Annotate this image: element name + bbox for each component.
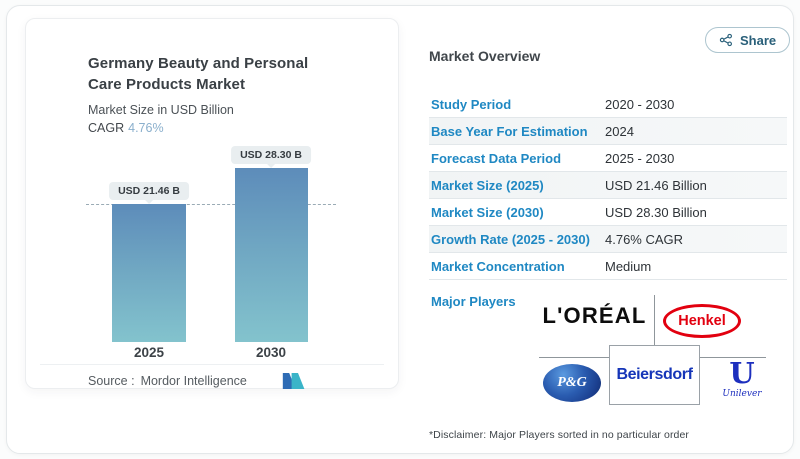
table-row: Market Concentration Medium	[429, 253, 787, 280]
logo-divider-horizontal-left	[539, 357, 609, 358]
table-row: Study Period 2020 - 2030	[429, 91, 787, 118]
source-row: Source : Mordor Intelligence	[40, 364, 384, 389]
loreal-logo: L'ORÉAL	[542, 303, 647, 328]
row-label: Market Size (2030)	[431, 204, 544, 220]
unilever-logo: U Unilever	[713, 358, 771, 399]
logo-divider-horizontal-right	[700, 357, 766, 358]
row-value: USD 28.30 Billion	[605, 204, 707, 220]
chart-subtitle: Market Size in USD Billion	[88, 102, 234, 117]
cagr-value: 4.76%	[128, 120, 164, 135]
cagr-label: CAGR	[88, 120, 125, 135]
chart-title: Germany Beauty and Personal Care Product…	[88, 55, 309, 94]
pg-logo: P&G	[543, 364, 601, 402]
row-label: Market Concentration	[431, 258, 565, 274]
row-label: Market Size (2025)	[431, 177, 544, 193]
row-label: Study Period	[431, 96, 512, 112]
bar-value-label-2025: USD 21.46 B	[109, 182, 189, 200]
chart-cagr: CAGR 4.76%	[88, 121, 356, 135]
share-button-label: Share	[740, 32, 777, 48]
major-players-label: Major Players	[431, 294, 516, 309]
table-row: Base Year For Estimation 2024	[429, 118, 787, 145]
row-label: Growth Rate (2025 - 2030)	[431, 231, 590, 247]
source-value: Mordor Intelligence	[140, 374, 247, 388]
market-chart-card: Germany Beauty and Personal Care Product…	[25, 18, 399, 389]
x-axis-label-2025: 2025	[133, 345, 165, 360]
chart-header: Germany Beauty and Personal Care Product…	[88, 53, 356, 135]
table-row: Growth Rate (2025 - 2030) 4.76% CAGR	[429, 226, 787, 253]
share-button[interactable]: Share	[705, 27, 791, 53]
market-overview-panel: Market Overview Study Period 2020 - 2030…	[429, 48, 789, 441]
major-players-logos: L'ORÉAL Henkel Beiersdorf P&G U Unilever	[537, 290, 789, 412]
logo-divider-vertical	[654, 295, 655, 347]
row-label: Forecast Data Period	[431, 150, 562, 166]
disclaimer-text: *Disclaimer: Major Players sorted in no …	[429, 429, 690, 441]
beiersdorf-logo: Beiersdorf	[609, 345, 700, 405]
unilever-wordmark: Unilever	[722, 389, 762, 399]
bar-2030	[235, 168, 308, 342]
share-icon	[719, 33, 732, 47]
row-value: 2025 - 2030	[605, 150, 675, 166]
bar-value-label-2030: USD 28.30 B	[231, 146, 311, 164]
unilever-u-icon: U	[729, 356, 755, 390]
infographic-frame: Germany Beauty and Personal Care Product…	[6, 5, 794, 454]
henkel-logo: Henkel	[663, 304, 741, 338]
bar-2025	[112, 204, 186, 342]
row-value: Medium	[605, 258, 652, 274]
row-label: Base Year For Estimation	[431, 123, 588, 139]
panel-heading: Market Overview	[429, 48, 541, 64]
table-row: Market Size (2025) USD 21.46 Billion	[429, 172, 787, 199]
row-value: 2024	[605, 123, 634, 139]
major-players-section: Major Players L'ORÉAL Henkel Beiersdorf …	[429, 290, 789, 412]
mordor-intelligence-logo-icon	[282, 373, 305, 389]
row-value: USD 21.46 Billion	[605, 177, 707, 193]
source-label: Source :	[88, 374, 135, 388]
overview-table: Study Period 2020 - 2030 Base Year For E…	[429, 91, 787, 280]
table-row: Market Size (2030) USD 28.30 Billion	[429, 199, 787, 226]
table-row: Forecast Data Period 2025 - 2030	[429, 145, 787, 172]
row-value: 2020 - 2030	[605, 96, 675, 112]
reference-dashed-line	[86, 204, 336, 205]
x-axis-label-2030: 2030	[255, 345, 287, 360]
row-value: 4.76% CAGR	[605, 231, 684, 247]
